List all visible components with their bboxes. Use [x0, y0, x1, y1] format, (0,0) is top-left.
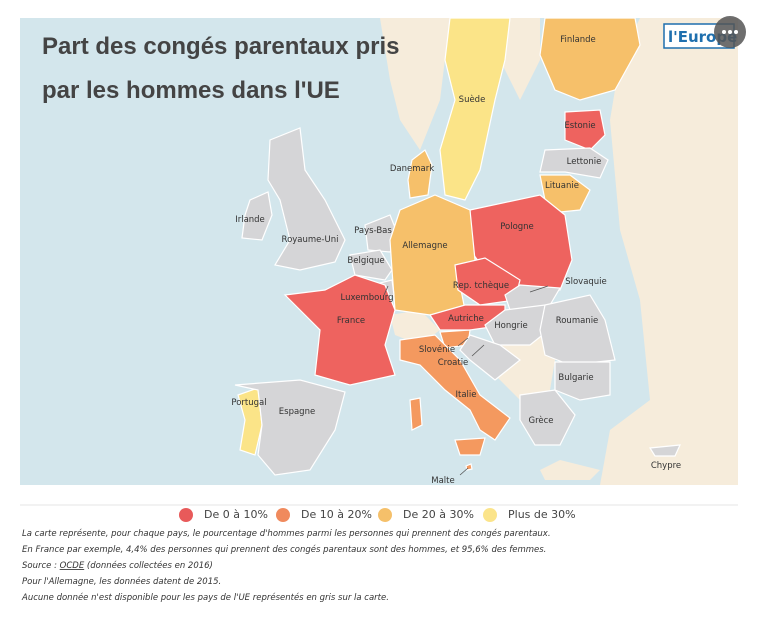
- country-shape: [283, 274, 396, 386]
- country-shape: [409, 397, 423, 431]
- legend-label: De 20 à 30%: [403, 508, 474, 521]
- note: Aucune donnée n'est disponible pour les …: [21, 592, 389, 603]
- note: En France par exemple, 4,4% des personne…: [22, 544, 546, 555]
- country-shape: [267, 127, 346, 271]
- title: par les hommes dans l'UE: [42, 77, 340, 104]
- norway: [380, 18, 450, 150]
- country-label: Allemagne: [402, 241, 447, 251]
- legend-swatch: [378, 508, 392, 522]
- legend-label: Plus de 30%: [508, 508, 576, 521]
- country-label: Danemark: [390, 164, 434, 174]
- country-shape: [504, 284, 562, 311]
- country-shape: [349, 249, 393, 281]
- country-shape: [554, 361, 611, 401]
- country-label: Pays-Bas: [354, 226, 392, 236]
- country-shape: [564, 109, 606, 151]
- country-label: Luxembourg: [341, 293, 394, 303]
- country-shape: [399, 334, 511, 441]
- country-label: Rep. tchèque: [453, 280, 509, 291]
- country-shape: [459, 334, 521, 381]
- source-link[interactable]: OCDE: [60, 561, 85, 571]
- country-shape: [648, 444, 681, 457]
- country-label: Irlande: [235, 215, 265, 225]
- country-shape: [539, 147, 609, 179]
- legend-label: De 10 à 20%: [301, 508, 372, 521]
- legend-swatch: [276, 508, 290, 522]
- country-label: Bulgarie: [558, 373, 593, 383]
- country-label: Lituanie: [545, 181, 579, 191]
- country-label: Slovaquie: [565, 277, 607, 287]
- non-eu-land: [600, 18, 738, 485]
- country-label: Finlande: [560, 35, 596, 45]
- country-label: Hongrie: [494, 321, 527, 331]
- country-label: Roumanie: [556, 316, 599, 326]
- note: La carte représente, pour chaque pays, l…: [22, 528, 551, 539]
- note-text: (données collectées en 2016): [84, 560, 213, 571]
- country-shape: [439, 17, 511, 201]
- turkey: [540, 460, 600, 480]
- legend-swatch: [483, 508, 497, 522]
- note: Source : OCDE (données collectées en 201…: [22, 560, 213, 571]
- country-shape: [241, 191, 273, 241]
- country-label: Estonie: [564, 121, 595, 131]
- norway: [500, 18, 540, 100]
- legend-swatch: [179, 508, 193, 522]
- country-shape: [539, 17, 641, 101]
- menu-dots: [722, 30, 738, 34]
- country-label: Pologne: [500, 222, 534, 232]
- country-label: Lettonie: [567, 157, 602, 167]
- country-shape: [454, 437, 486, 456]
- country-shape: [234, 379, 346, 476]
- country-label: Belgique: [347, 256, 384, 266]
- country-label: Italie: [455, 390, 476, 400]
- country-shape: [519, 389, 576, 446]
- country-label: Malte: [431, 476, 454, 486]
- country-label: Chypre: [651, 461, 681, 471]
- country-label: Slovénie: [419, 344, 455, 355]
- country-label: Croatie: [438, 358, 469, 368]
- country-shape: [407, 149, 433, 199]
- country-label: Grèce: [528, 415, 553, 426]
- note-text: Source :: [22, 561, 60, 571]
- legend-label: De 0 à 10%: [204, 508, 268, 521]
- country-label: Portugal: [231, 398, 266, 408]
- country-label: Autriche: [448, 314, 484, 324]
- country-label: France: [337, 316, 365, 326]
- legend: De 0 à 10% De 10 à 20% De 20 à 30% Plus de …: [179, 508, 576, 522]
- country-label: Royaume-Uni: [282, 235, 339, 245]
- title: Part des congés parentaux pris: [42, 33, 399, 60]
- country-label: Espagne: [279, 407, 315, 417]
- country-label: Suède: [459, 94, 486, 105]
- leader-lines: [383, 285, 549, 476]
- country-shape: [389, 194, 476, 316]
- note: Pour l'Allemagne, les données datent de …: [22, 576, 221, 587]
